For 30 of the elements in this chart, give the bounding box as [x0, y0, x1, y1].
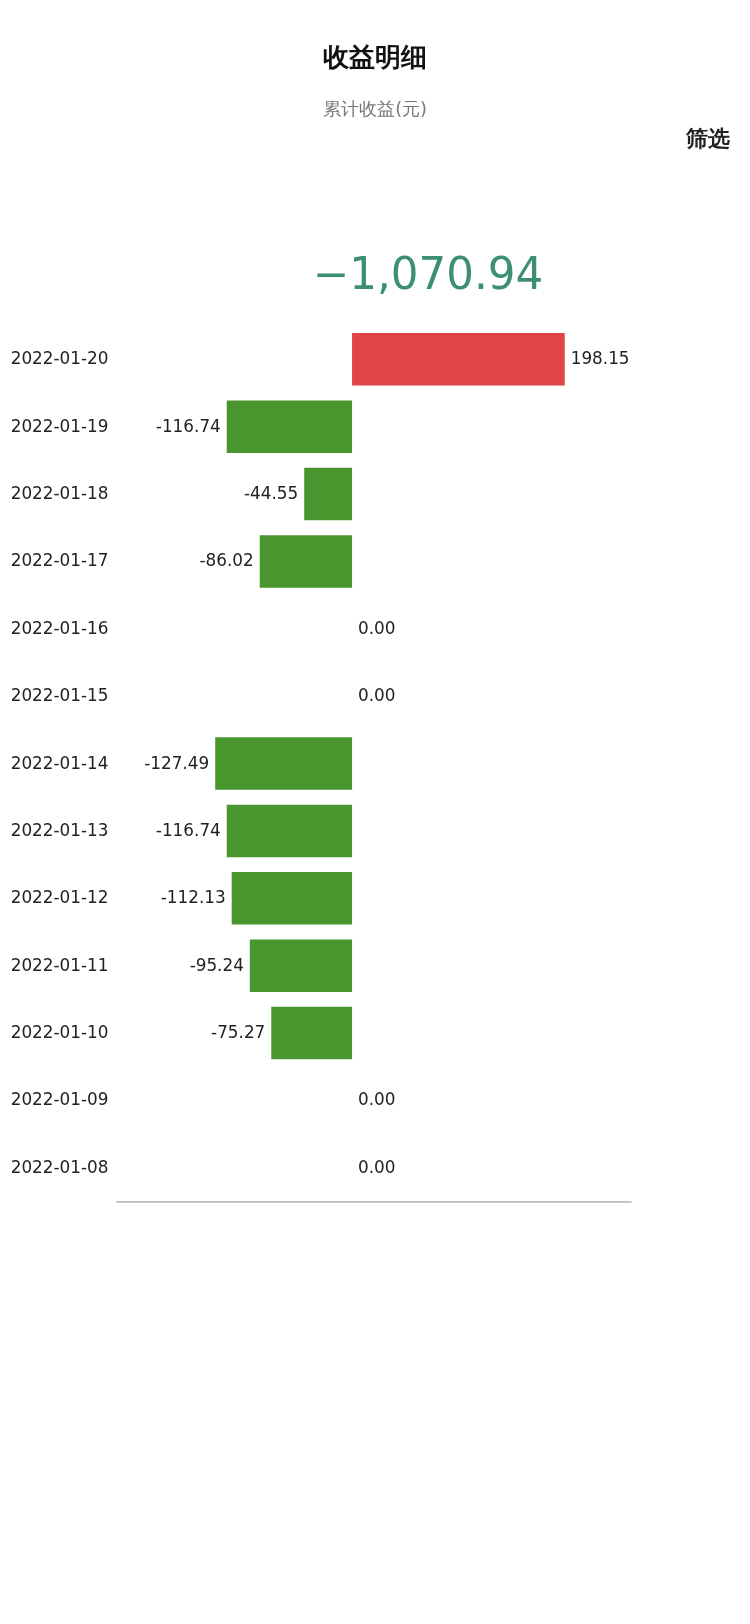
y-tick-label: 2022-01-13 — [10, 819, 109, 840]
data-label: -116.74 — [155, 415, 221, 436]
data-label: 0.00 — [357, 1089, 396, 1110]
data-label: 0.00 — [357, 685, 396, 706]
chart-subtitle: 累计收益(元) — [323, 97, 428, 119]
y-tick-label: 2022-01-09 — [10, 1089, 109, 1110]
chart-title: 收益明细 — [323, 42, 428, 73]
data-label: -86.02 — [199, 550, 254, 571]
y-tick-label: 2022-01-14 — [10, 752, 109, 773]
data-label: 0.00 — [357, 617, 396, 638]
data-label: -112.13 — [160, 887, 226, 908]
y-tick-label: 2022-01-16 — [10, 617, 109, 638]
data-label: -116.74 — [155, 819, 221, 840]
y-tick-label: 2022-01-11 — [10, 954, 109, 975]
y-tick-label: 2022-01-17 — [10, 550, 109, 571]
text: −1,070.94 — [312, 248, 544, 299]
data-label: 198.15 — [570, 348, 630, 369]
y-tick-label: 2022-01-19 — [10, 415, 109, 436]
y-tick-label: 2022-01-20 — [10, 348, 109, 369]
y-tick-label: 2022-01-08 — [10, 1156, 109, 1177]
y-tick-label: 2022-01-18 — [10, 483, 109, 504]
data-label: -44.55 — [244, 483, 299, 504]
data-label: 0.00 — [357, 1156, 396, 1177]
data-label: -127.49 — [144, 752, 210, 773]
data-label: -95.24 — [189, 954, 244, 975]
data-label: -75.27 — [211, 1021, 266, 1042]
y-tick-label: 2022-01-10 — [10, 1021, 109, 1042]
text: 筛选 — [685, 126, 731, 152]
y-tick-label: 2022-01-15 — [10, 685, 109, 706]
y-tick-label: 2022-01-12 — [10, 887, 109, 908]
